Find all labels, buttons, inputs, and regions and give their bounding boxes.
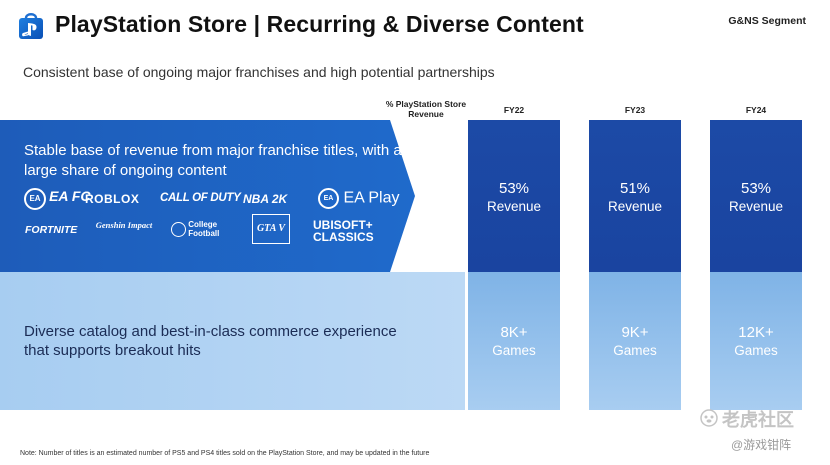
page-subtitle: Consistent base of ongoing major franchi… — [23, 64, 495, 80]
fy22-revenue-value: 53% — [498, 180, 530, 197]
brand-ea-play: EA EA Play — [318, 188, 399, 209]
column-header-label: % PlayStation Store Revenue — [385, 99, 467, 119]
brand-call-of-duty: CALL OF DUTY — [160, 192, 241, 204]
brand-ubisoft-plus-classics: UBISOFT+ CLASSICS — [313, 218, 374, 244]
fy23-revenue-value: 51% — [619, 180, 651, 197]
fy22-games-label: Games — [492, 343, 536, 358]
fy24-games-label: Games — [734, 343, 778, 358]
fy24-games-value: 12K+ — [738, 324, 774, 341]
fy23-games-value: 9K+ — [621, 324, 649, 341]
playstation-store-bag-icon — [19, 13, 43, 39]
fy24-revenue-value: 53% — [740, 180, 772, 197]
segment-label: G&NS Segment — [728, 15, 806, 27]
top-row-band — [0, 120, 415, 272]
fy24-revenue-cell — [710, 120, 802, 272]
fy23-revenue-cell — [589, 120, 681, 272]
watermark-line2: @游戏钳阵 — [731, 438, 792, 452]
fy22-revenue-label: Revenue — [486, 199, 542, 214]
fy23-revenue-label: Revenue — [607, 199, 663, 214]
column-header-fy22: FY22 — [503, 105, 525, 115]
bottom-row-band — [0, 272, 465, 410]
bottom-row-description: Diverse catalog and best-in-class commer… — [24, 323, 397, 359]
fy22-games-cell — [468, 272, 560, 410]
column-header-fy23: FY23 — [624, 105, 646, 115]
fy23-games-cell — [589, 272, 681, 410]
brand-nba-2k: NBA 2K — [243, 192, 288, 206]
footnote: Note: Number of titles is an estimated n… — [20, 450, 430, 457]
fy23-games-label: Games — [613, 343, 657, 358]
top-row-description: Stable base of revenue from major franch… — [24, 142, 402, 179]
watermark-line1: 老虎社区 — [722, 410, 794, 430]
brand-ea-fc: EA EA FC — [24, 188, 91, 210]
brand-gta-v: GTA V — [252, 214, 290, 244]
watermark-paw-icon — [700, 409, 718, 427]
brand-college-football: College Football — [171, 220, 236, 238]
brand-fortnite: FORTNITE — [25, 224, 78, 236]
brand-genshin-impact: Genshin Impact — [95, 220, 153, 230]
brand-roblox: ROBLOX — [85, 192, 140, 206]
page-title: PlayStation Store | Recurring & Diverse … — [55, 11, 584, 37]
fy24-games-cell — [710, 272, 802, 410]
column-header-fy24: FY24 — [745, 105, 767, 115]
fy22-revenue-cell — [468, 120, 560, 272]
fy24-revenue-label: Revenue — [728, 199, 784, 214]
fy22-games-value: 8K+ — [500, 324, 528, 341]
